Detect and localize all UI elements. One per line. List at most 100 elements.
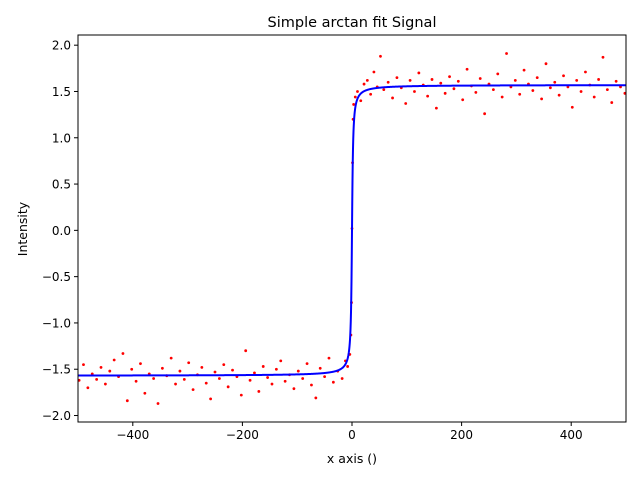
data-point xyxy=(623,91,626,95)
data-point xyxy=(108,369,112,373)
data-point xyxy=(434,106,438,110)
data-point xyxy=(496,72,500,76)
data-point xyxy=(426,94,430,98)
data-point xyxy=(500,95,504,99)
x-tick-label: −200 xyxy=(226,428,259,442)
y-tick-label: −1.0 xyxy=(42,316,71,330)
y-tick-label: 2.0 xyxy=(52,39,71,53)
data-point xyxy=(134,379,138,383)
data-point xyxy=(474,91,478,94)
data-point xyxy=(592,95,596,99)
data-point xyxy=(318,366,322,370)
data-point xyxy=(279,359,283,363)
y-tick-label: 0.0 xyxy=(52,224,71,238)
data-point xyxy=(191,388,195,391)
data-point xyxy=(200,365,204,369)
data-point xyxy=(369,92,373,96)
data-point xyxy=(452,87,456,91)
data-point xyxy=(382,88,386,92)
data-point xyxy=(130,367,134,371)
data-point xyxy=(575,78,579,82)
x-tick-label: 200 xyxy=(450,428,473,442)
data-point xyxy=(570,105,574,109)
data-point xyxy=(544,62,548,66)
data-point xyxy=(99,365,103,369)
data-point xyxy=(522,68,526,72)
data-point xyxy=(356,90,359,93)
data-point xyxy=(540,97,544,101)
data-point xyxy=(305,362,309,366)
data-point xyxy=(217,377,221,380)
data-point xyxy=(121,352,125,355)
data-point xyxy=(266,376,270,379)
data-point xyxy=(379,54,382,58)
y-tick-label: 1.5 xyxy=(52,85,71,99)
data-point xyxy=(310,383,313,387)
data-point xyxy=(610,101,614,104)
data-point xyxy=(531,89,535,92)
y-tick-label: −1.5 xyxy=(42,363,71,377)
data-point xyxy=(535,76,539,79)
data-point xyxy=(244,349,248,353)
data-point xyxy=(222,363,226,366)
data-point xyxy=(270,382,274,386)
data-point xyxy=(461,98,465,102)
data-point xyxy=(395,76,399,79)
x-tick-label: −400 xyxy=(116,428,149,442)
data-point xyxy=(430,78,434,81)
data-point xyxy=(169,356,173,360)
data-point xyxy=(352,103,356,106)
data-point xyxy=(362,82,366,86)
y-tick-label: −0.5 xyxy=(42,270,71,284)
data-point xyxy=(448,75,451,79)
data-point xyxy=(346,365,350,368)
data-point xyxy=(239,393,243,397)
data-point xyxy=(557,93,561,97)
data-point xyxy=(408,78,412,82)
data-point xyxy=(553,80,557,84)
y-axis-label: Intensity xyxy=(15,201,30,256)
data-point xyxy=(95,378,99,381)
data-point xyxy=(204,381,208,385)
data-point xyxy=(253,371,256,375)
data-point xyxy=(82,363,85,366)
data-point xyxy=(178,369,182,373)
plot-area xyxy=(78,52,626,405)
data-point xyxy=(601,55,605,59)
data-point xyxy=(86,386,90,390)
y-tick-label: 0.5 xyxy=(52,178,71,192)
data-point xyxy=(292,387,296,391)
data-point xyxy=(187,361,191,365)
data-point xyxy=(614,79,618,83)
data-point xyxy=(548,86,552,90)
axis-ticks: −400 −200 0 200 400 −2.0 −1.5 −1.0 −0.5 0.0 0.5 1.0… xyxy=(42,39,583,442)
data-point xyxy=(391,96,394,100)
data-point xyxy=(417,71,421,75)
data-point xyxy=(439,81,443,85)
data-point xyxy=(174,382,177,386)
data-point xyxy=(562,74,565,78)
data-point xyxy=(125,399,129,403)
data-point xyxy=(213,370,217,374)
data-point xyxy=(248,378,252,382)
data-point xyxy=(404,102,408,105)
data-point xyxy=(231,368,234,372)
data-point xyxy=(226,385,230,389)
data-point xyxy=(283,379,287,383)
x-tick-label: 0 xyxy=(348,428,356,442)
data-point xyxy=(443,91,447,95)
data-point xyxy=(160,366,164,370)
data-point xyxy=(104,382,107,386)
data-point xyxy=(209,397,213,401)
data-point xyxy=(139,362,142,366)
data-point xyxy=(274,367,278,371)
data-point xyxy=(112,358,116,362)
data-point xyxy=(359,99,363,103)
data-point xyxy=(386,80,390,84)
axes-frame xyxy=(77,34,627,423)
data-point xyxy=(584,70,587,74)
data-point xyxy=(372,70,376,74)
data-point xyxy=(78,378,81,382)
data-point xyxy=(261,365,265,368)
